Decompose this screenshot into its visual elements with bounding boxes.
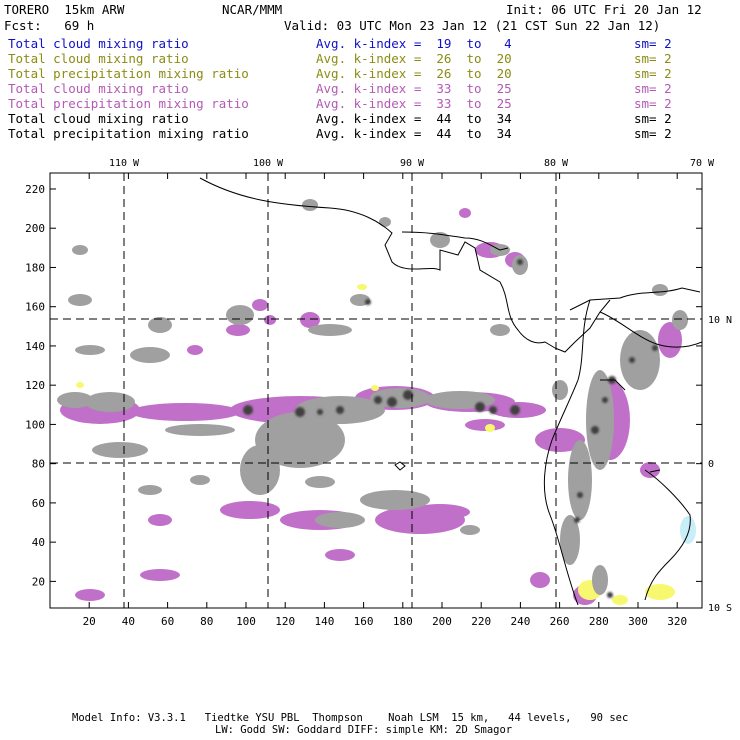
legend-label: Total cloud mixing ratio (8, 36, 189, 51)
map-frame (49, 172, 703, 609)
x-tick-label: 60 (161, 615, 174, 628)
legend-kindex: Avg. k-index = 33 to 25 (316, 96, 512, 111)
y-tick-label: 140 (25, 340, 45, 353)
latitude-label: 10 N (708, 315, 732, 326)
legend-label: Total cloud mixing ratio (8, 111, 189, 126)
legend-label: Total precipitation mixing ratio (8, 66, 249, 81)
y-tick-label: 100 (25, 418, 45, 431)
y-tick-label: 160 (25, 301, 45, 314)
x-tick-label: 180 (393, 615, 413, 628)
x-axis-ticks: 20 40 60 80 100 120 140 160 180 200 220 240 260 280 30… (83, 173, 687, 628)
legend-kindex: Avg. k-index = 44 to 34 (316, 111, 512, 126)
legend-smoothing: sm= 2 (634, 66, 672, 81)
x-tick-label: 120 (275, 615, 295, 628)
legend-smoothing: sm= 2 (634, 51, 672, 66)
x-tick-label: 200 (432, 615, 452, 628)
map-plot-area (50, 173, 702, 608)
y-tick-label: 80 (32, 458, 45, 471)
model-info: Model Info: V3.3.1 Tiedtke YSU PBL Thomp… (72, 712, 629, 724)
latitude-labels: 10 N 0 10 S (708, 315, 732, 614)
y-axis-ticks: 220 200 180 160 140 120 100 80 60 40 20 (25, 183, 702, 588)
cloud-cores-dark (243, 259, 658, 598)
y-tick-label: 180 (25, 261, 45, 274)
x-tick-label: 260 (550, 615, 570, 628)
legend-kindex: Avg. k-index = 19 to 4 (316, 36, 512, 51)
x-tick-label: 240 (510, 615, 530, 628)
legend-smoothing: sm= 2 (634, 126, 672, 141)
x-tick-label: 220 (471, 615, 491, 628)
longitude-label: 100 W (253, 158, 284, 169)
legend-kindex: Avg. k-index = 26 to 20 (316, 51, 512, 66)
longitude-labels: 110 W 100 W 90 W 80 W 70 W (109, 158, 715, 169)
x-tick-label: 80 (200, 615, 213, 628)
legend-smoothing: sm= 2 (634, 36, 672, 51)
model-title: TORERO 15km ARW (4, 2, 125, 17)
precip-field-cyan (680, 516, 696, 544)
center-name: NCAR/MMM (222, 2, 283, 17)
legend-label: Total cloud mixing ratio (8, 51, 189, 66)
x-tick-label: 40 (122, 615, 135, 628)
legend-label: Total precipitation mixing ratio (8, 126, 249, 141)
legend-kindex: Avg. k-index = 33 to 25 (316, 81, 512, 96)
y-tick-label: 60 (32, 497, 45, 510)
latitude-label: 0 (708, 459, 714, 470)
longitude-label: 70 W (690, 158, 715, 169)
legend-label: Total precipitation mixing ratio (8, 96, 249, 111)
coastlines (199, 177, 702, 606)
longitude-label: 90 W (400, 158, 425, 169)
legend-smoothing: sm= 2 (634, 81, 672, 96)
cloud-field-gray (57, 199, 688, 595)
x-tick-label: 20 (83, 615, 96, 628)
latitude-label: 10 S (708, 603, 732, 614)
y-tick-label: 200 (25, 222, 45, 235)
physics-info: LW: Godd SW: Goddard DIFF: simple KM: 2D… (215, 724, 513, 736)
legend-kindex: Avg. k-index = 26 to 20 (316, 66, 512, 81)
valid-time: Valid: 03 UTC Mon 23 Jan 12 (21 CST Sun … (284, 18, 661, 33)
longitude-label: 110 W (109, 158, 140, 169)
legend-kindex: Avg. k-index = 44 to 34 (316, 126, 512, 141)
init-time: Init: 06 UTC Fri 20 Jan 12 (506, 2, 702, 17)
y-tick-label: 220 (25, 183, 45, 196)
y-tick-label: 40 (32, 536, 45, 549)
longitude-label: 80 W (544, 158, 569, 169)
x-tick-label: 300 (628, 615, 648, 628)
legend-smoothing: sm= 2 (634, 96, 672, 111)
lat-lon-grid (50, 173, 702, 608)
precip-field-yellow (76, 284, 675, 605)
y-tick-label: 120 (25, 379, 45, 392)
y-tick-label: 20 (32, 575, 45, 588)
x-tick-label: 140 (314, 615, 334, 628)
forecast-hour: Fcst: 69 h (4, 18, 95, 33)
x-tick-label: 320 (667, 615, 687, 628)
x-tick-label: 280 (589, 615, 609, 628)
x-tick-label: 160 (354, 615, 374, 628)
x-tick-label: 100 (236, 615, 256, 628)
legend-label: Total cloud mixing ratio (8, 81, 189, 96)
legend-smoothing: sm= 2 (634, 111, 672, 126)
